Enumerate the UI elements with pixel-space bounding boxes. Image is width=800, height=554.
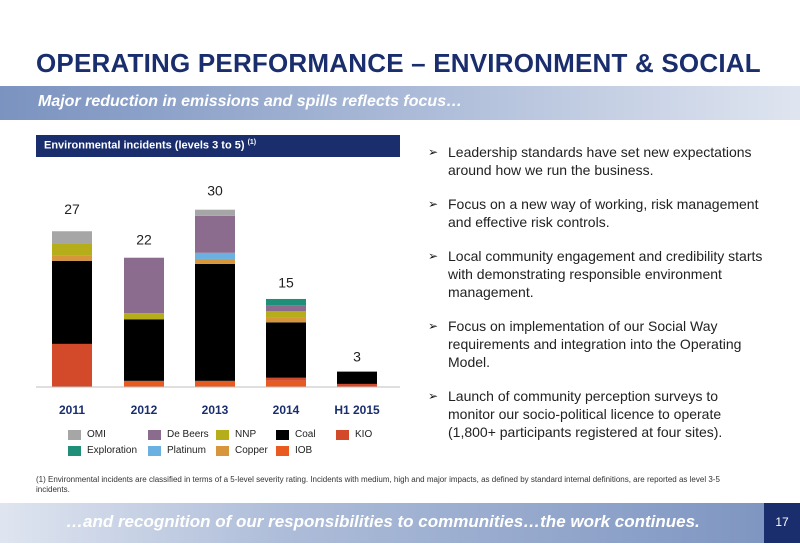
legend-item: Platinum [148,445,206,456]
legend-label: Coal [295,429,316,440]
bullet-text: Local community engagement and credibili… [448,248,763,300]
bar-segment-copper [52,255,92,261]
x-tick-label: 2012 [131,403,158,417]
bar-segment-coal [124,319,164,381]
legend-item: OMI [68,429,106,440]
bottom-text: …and recognition of our responsibilities… [66,512,700,531]
bullet-text: Launch of community perception surveys t… [448,388,723,440]
legend-swatch [148,429,161,440]
bar-total-label: 3 [353,349,361,365]
bar-segment-nnp [124,313,164,320]
legend-swatch [276,445,289,456]
bar-segment-nnp [52,243,92,256]
bar-segment-omi [195,209,235,216]
legend-label: OMI [87,429,106,440]
legend-label: De Beers [167,429,209,440]
arrow-right-icon: ➢ [428,319,439,333]
arrow-right-icon: ➢ [428,389,439,403]
arrow-right-icon: ➢ [428,145,439,159]
legend-label: KIO [355,429,373,440]
subtitle-bar: Major reduction in emissions and spills … [0,86,800,120]
arrow-right-icon: ➢ [428,197,439,211]
bar-segment-coal [337,371,377,384]
bullet-text: Leadership standards have set new expect… [448,144,752,178]
legend-swatch [68,445,81,456]
stacked-bar-chart: 27 2011 22 2012 30 2013 15 2014 3 H1 2015 [36,182,400,417]
bar-segment-iob [195,380,235,387]
bar-segment-iob [266,380,306,387]
legend-label: Copper [235,445,268,456]
bar-segment-coal [52,260,92,344]
bar-segment-kio [337,383,377,387]
bar-segment-platinum [195,252,235,259]
slide-subtitle: Major reduction in emissions and spills … [38,93,463,110]
bullet-item: ➢ Focus on a new way of working, risk man… [428,195,768,231]
legend-item: Copper [216,445,268,456]
legend-item: De Beers [148,429,209,440]
legend-label: IOB [295,445,313,456]
footnote: (1) Environmental incidents are classifi… [36,475,720,494]
x-tick-label: 2011 [59,403,85,417]
legend-label: Exploration [87,445,138,456]
bar-total-label: 15 [278,275,294,291]
legend-swatch [68,429,81,440]
bar-segment-coal [195,263,235,381]
legend-label: Platinum [167,445,206,456]
chart-header-footnote-ref: (1) [247,139,257,146]
legend-swatch [276,429,289,440]
legend-item: KIO [336,429,372,440]
bullet-item: ➢ Launch of community perception surveys … [428,387,768,441]
legend-swatch [216,429,229,440]
legend-swatch [336,429,349,440]
legend-label: NNP [235,429,257,440]
bullet-item: ➢ Local community engagement and credibil… [428,247,768,301]
bar-total-label: 27 [64,201,80,217]
bullet-item: ➢ Leadership standards have set new expec… [428,143,768,179]
legend-swatch [216,445,229,456]
bar-segment-omi [52,231,92,244]
x-tick-label: H1 2015 [334,403,380,417]
bottom-bar: …and recognition of our responsibilities… [0,503,800,543]
bullet-list: ➢ Leadership standards have set new expec… [428,143,768,457]
bullet-item: ➢ Focus on implementation of our Social W… [428,317,768,371]
chart-header: Environmental incidents (levels 3 to 5) … [36,135,400,157]
slide-title: OPERATING PERFORMANCE – ENVIRONMENT & SO… [36,48,761,78]
bar-segment-nnp [266,311,306,318]
legend-item: Coal [276,429,316,440]
bar-segment-copper [195,258,235,264]
legend-item: Exploration [68,445,137,456]
bar-segment-kio [52,343,92,387]
bar-segment-de-beers [195,215,235,253]
bar-segment-exploration [266,298,306,306]
bar-segment-copper [266,317,306,323]
x-tick-label: 2013 [202,403,229,417]
bar-segment-kio [266,377,306,381]
bar-segment-de-beers [266,305,306,312]
bar-total-label: 30 [207,182,223,198]
chart-header-text: Environmental incidents (levels 3 to 5) [44,139,245,152]
bullet-text: Focus on implementation of our Social Wa… [448,318,742,370]
legend-item: IOB [276,445,312,456]
legend-swatch [148,445,161,456]
page-number: 17 [764,503,800,543]
bar-segment-de-beers [124,257,164,314]
x-tick-label: 2014 [273,403,300,417]
bullet-text: Focus on a new way of working, risk mana… [448,196,759,230]
legend-item: NNP [216,429,256,440]
arrow-right-icon: ➢ [428,249,439,263]
bar-total-label: 22 [136,232,152,248]
bar-segment-iob [124,380,164,387]
bar-segment-coal [266,322,306,378]
